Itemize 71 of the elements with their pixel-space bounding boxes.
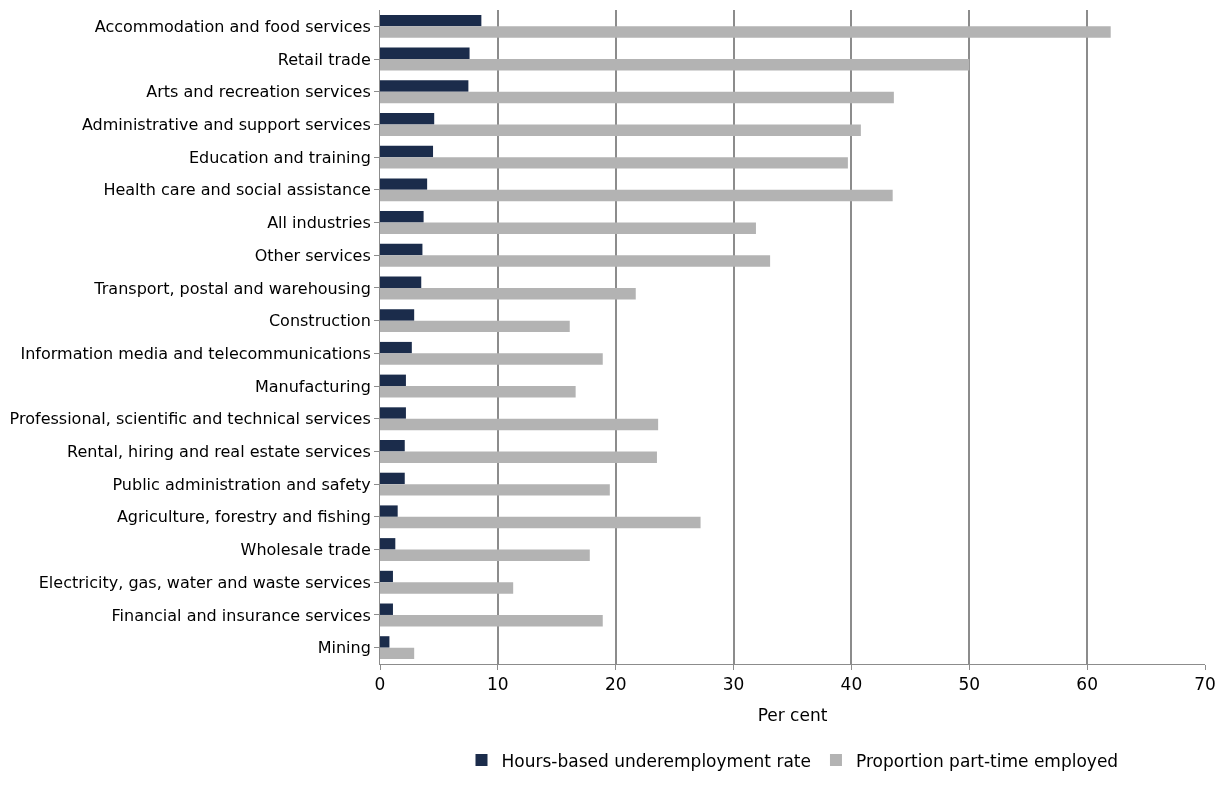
x-tick-label: 60 — [1076, 674, 1098, 695]
bar — [380, 178, 428, 190]
bar — [380, 145, 434, 158]
bar — [380, 472, 405, 485]
bar — [380, 374, 406, 387]
bar — [380, 309, 415, 321]
bar — [380, 418, 659, 431]
bar — [380, 80, 469, 92]
bar — [380, 157, 848, 169]
legend-label: Hours-based underemployment rate — [501, 750, 811, 771]
bar — [380, 582, 514, 594]
bar — [380, 14, 482, 27]
y-tick-label: Information media and telecommunications — [20, 343, 371, 363]
y-tick-label: Accommodation and food services — [94, 16, 371, 36]
x-tick-label: 40 — [840, 674, 863, 695]
bar — [380, 516, 701, 529]
bar — [380, 47, 470, 60]
x-tick-label: 0 — [374, 674, 386, 695]
bar — [380, 59, 970, 71]
y-tick-label: Mining — [317, 638, 371, 658]
bar — [380, 538, 396, 550]
y-tick-label: Administrative and support services — [81, 115, 371, 135]
bar — [380, 124, 861, 136]
x-tick-label: 30 — [722, 674, 745, 695]
x-tick-label: 20 — [604, 674, 627, 695]
bar — [380, 484, 610, 496]
bar — [380, 255, 771, 267]
bar — [380, 26, 1111, 38]
bar — [380, 549, 590, 561]
y-tick-label: Transport, postal and warehousing — [93, 278, 371, 298]
x-tick-label: 70 — [1194, 674, 1216, 695]
bar — [380, 320, 570, 333]
y-tick-label: Construction — [268, 311, 371, 331]
y-tick-label: Manufacturing — [254, 376, 371, 396]
y-tick-label: Education and training — [188, 147, 371, 167]
bar — [380, 222, 756, 234]
legend-label: Proportion part-time employed — [855, 750, 1119, 771]
bar — [380, 636, 390, 648]
y-tick-label: Rental, hiring and real estate services — [67, 442, 371, 462]
bar — [380, 276, 422, 288]
bar — [380, 287, 636, 300]
bar — [380, 211, 424, 223]
bar — [380, 570, 393, 583]
y-tick-label: Wholesale trade — [240, 540, 371, 560]
bar — [380, 91, 894, 104]
bar — [380, 440, 405, 452]
y-tick-label: Electricity, gas, water and waste services — [38, 572, 371, 592]
y-tick-label: Retail trade — [277, 49, 371, 69]
y-tick-label: Professional, scientific and technical services — [9, 409, 371, 429]
bar — [380, 386, 576, 398]
bar — [380, 341, 412, 354]
y-tick-label: Health care and social assistance — [103, 180, 371, 200]
x-tick-label: 50 — [958, 674, 981, 695]
bar — [380, 407, 406, 419]
bar — [380, 614, 603, 627]
y-tick-label: Agriculture, forestry and fishing — [116, 507, 371, 527]
bar — [380, 113, 435, 125]
bar — [380, 243, 423, 256]
y-tick-label: Financial and insurance services — [111, 605, 371, 625]
bar — [380, 647, 415, 660]
y-tick-label: Public administration and safety — [112, 474, 371, 494]
y-tick-label: Arts and recreation services — [146, 82, 371, 102]
bar — [380, 603, 393, 615]
x-tick-label: 10 — [487, 674, 509, 695]
y-tick-label: All industries — [267, 213, 371, 233]
bar — [380, 189, 893, 202]
y-tick-label: Other services — [254, 245, 371, 265]
x-axis-title: Per cent — [757, 704, 828, 725]
bar — [380, 451, 657, 463]
bar — [380, 505, 398, 517]
bar — [380, 353, 603, 365]
